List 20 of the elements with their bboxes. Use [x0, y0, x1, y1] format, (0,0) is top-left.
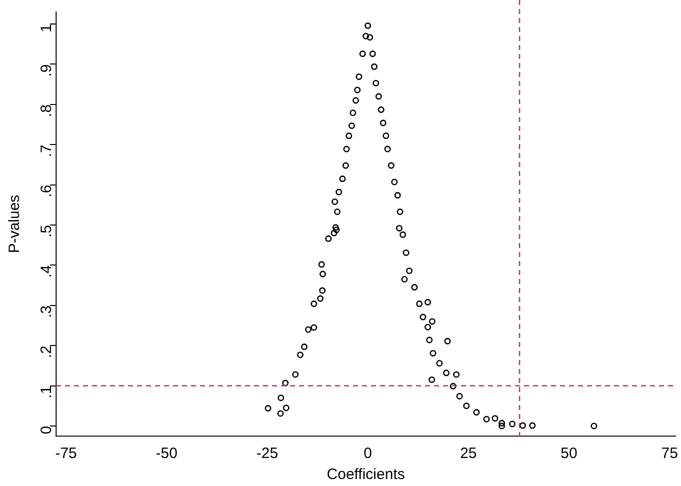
y-tick-label: .2 — [38, 346, 56, 358]
y-tick-label: 1 — [38, 24, 56, 32]
y-axis-title: P-values — [6, 194, 24, 254]
x-tick-label: 75 — [661, 445, 678, 462]
x-tick-label: 50 — [560, 445, 578, 462]
y-tick-label: .7 — [38, 144, 56, 158]
y-tick-label: .4 — [38, 265, 56, 278]
y-tick-label: .8 — [38, 104, 56, 117]
y-tick-label: .5 — [38, 225, 56, 238]
x-axis-title: Coefficients — [326, 466, 405, 484]
y-tick-label: 0 — [38, 426, 56, 434]
x-tick-label: -50 — [156, 445, 178, 462]
y-tick-label: .3 — [38, 305, 56, 318]
x-tick-label: 0 — [364, 445, 372, 462]
x-tick-label: -75 — [55, 445, 77, 462]
y-tick-label: .9 — [38, 64, 56, 77]
y-tick-label: .1 — [38, 386, 56, 398]
x-tick-label: 25 — [460, 445, 477, 462]
x-tick-label: -25 — [256, 445, 278, 462]
y-tick-label: .6 — [38, 184, 56, 198]
